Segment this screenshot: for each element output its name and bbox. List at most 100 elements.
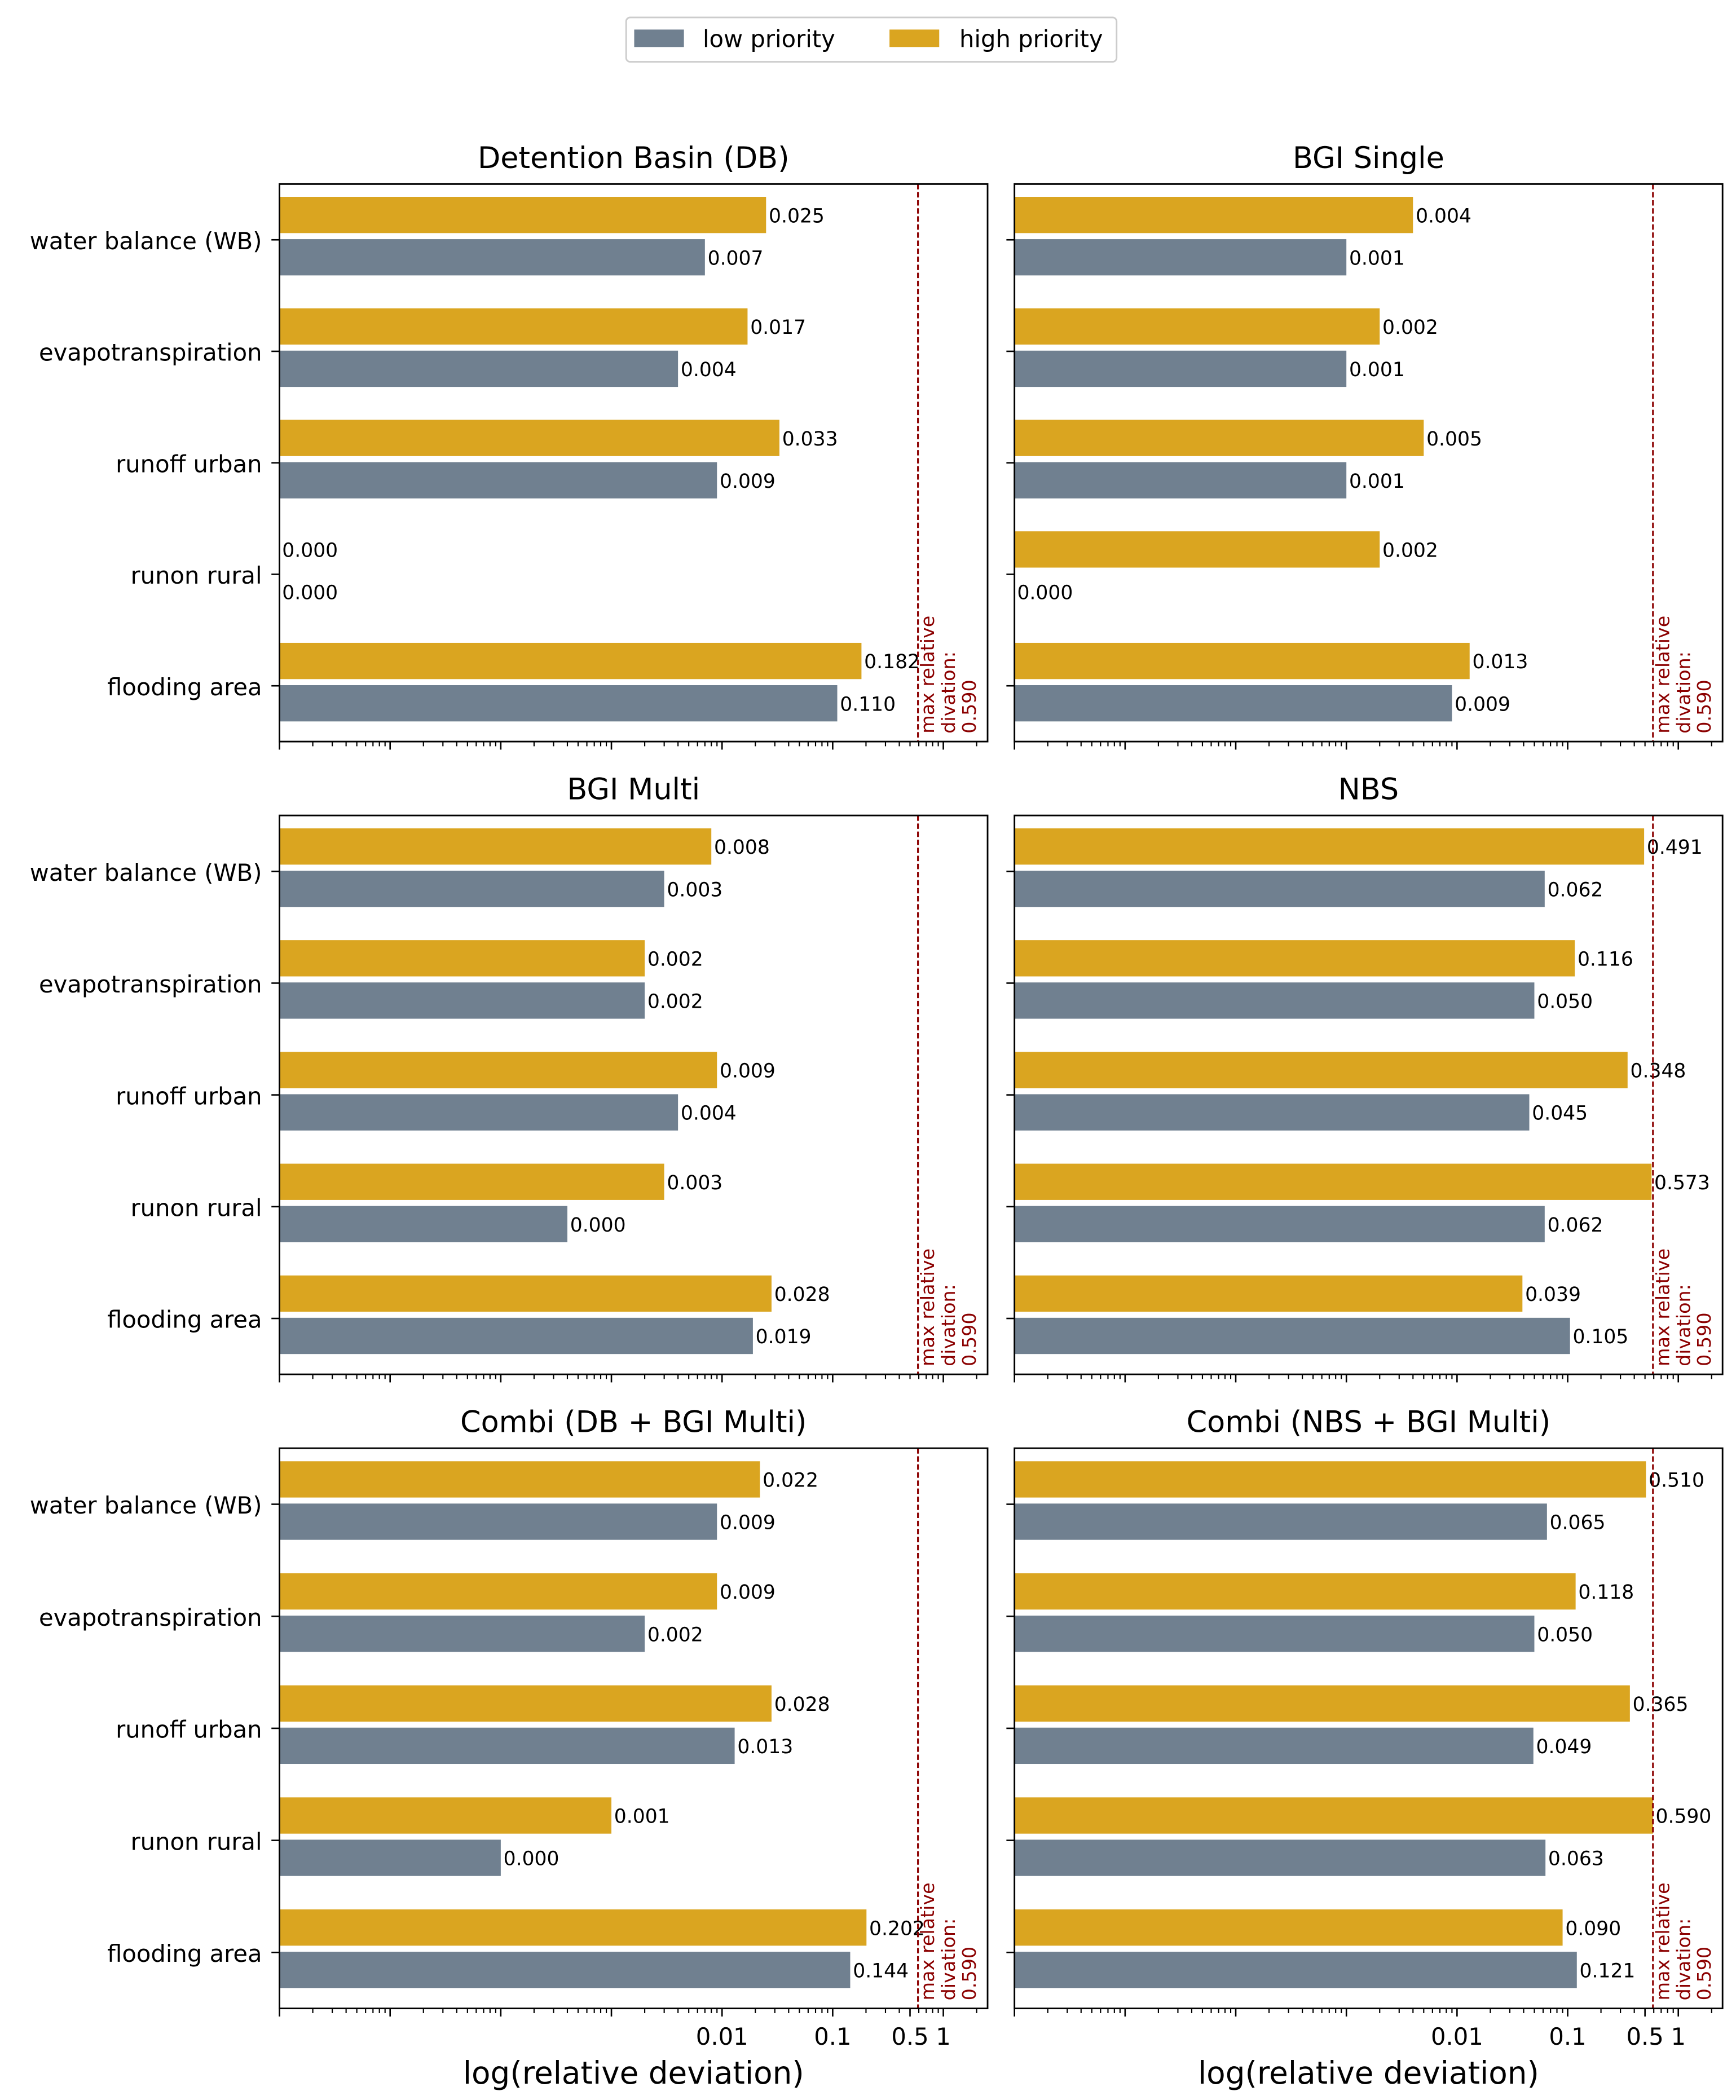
legend-label-high: high priority [959, 25, 1103, 52]
threshold-label-line: max relative [1651, 1248, 1673, 1366]
x-tick-label: 1 [1671, 2023, 1686, 2050]
bar-low [1014, 982, 1535, 1019]
panel-title: BGI Single [1293, 141, 1444, 175]
bar-value-label: 0.005 [1426, 428, 1482, 451]
threshold-label-line: 0.590 [1693, 680, 1715, 733]
bar-high [279, 1275, 772, 1312]
bar-value-label: 0.009 [720, 1060, 776, 1083]
bar-low [279, 685, 838, 722]
bar-value-label: 0.182 [864, 651, 920, 673]
threshold-label: max relativedivation:0.590 [1651, 1882, 1715, 2000]
category-label: flooding area [107, 1940, 262, 1967]
x-tick-label: 0.1 [814, 2023, 851, 2050]
threshold-label: max relativedivation:0.590 [917, 616, 980, 734]
bar-value-label: 0.008 [714, 836, 770, 859]
category-label: runoff urban [116, 1716, 262, 1744]
bar-high [279, 1052, 717, 1088]
x-tick-label: 1 [936, 2023, 951, 2050]
bar-value-label: 0.590 [1656, 1806, 1712, 1828]
bar-value-label: 0.009 [720, 470, 776, 493]
bar-value-label: 0.039 [1525, 1283, 1581, 1306]
bar-value-label: 0.063 [1548, 1848, 1604, 1870]
bar-value-label: 0.001 [1349, 470, 1405, 493]
threshold-label-line: max relative [1651, 1882, 1673, 2000]
threshold-label-line: divation: [1672, 651, 1694, 734]
panel-title: NBS [1338, 773, 1399, 807]
x-tick-label: 0.5 [891, 2023, 928, 2050]
category-label: runon rural [131, 562, 262, 589]
bar-value-label: 0.002 [1382, 539, 1438, 562]
bar-value-label: 0.365 [1633, 1693, 1689, 1716]
threshold-label-line: max relative [917, 616, 939, 734]
category-label: runon rural [131, 1194, 262, 1222]
bar-low [1014, 1503, 1547, 1540]
threshold-label-line: divation: [937, 651, 959, 734]
bar-high [1014, 1909, 1563, 1946]
bar-low [1014, 1616, 1535, 1652]
bar-low [1014, 239, 1347, 276]
bar-value-label: 0.002 [647, 948, 703, 970]
threshold-label-line: divation: [1672, 1918, 1694, 2001]
bar-high [1014, 1685, 1630, 1722]
panel-title: Combi (NBS + BGI Multi) [1187, 1405, 1551, 1440]
bar-high [1014, 1573, 1576, 1610]
bar-high [279, 197, 766, 233]
bar-high [279, 308, 748, 345]
bar-value-label: 0.025 [769, 205, 825, 227]
bar-value-label: 0.144 [853, 1960, 909, 1982]
bar-low [1014, 1839, 1546, 1876]
legend-swatch-high [889, 29, 940, 47]
bar-high [279, 1797, 612, 1834]
category-label: evapotranspiration [39, 339, 262, 367]
bar-low [1014, 1206, 1545, 1242]
threshold-label: max relativedivation:0.590 [917, 1882, 980, 2000]
panel-title: BGI Multi [567, 773, 700, 807]
bar-high [1014, 642, 1470, 680]
threshold-label-line: max relative [917, 1882, 939, 2000]
bar-low [1014, 1094, 1530, 1131]
bar-value-label: 0.000 [282, 582, 338, 605]
bar-value-label: 0.510 [1649, 1470, 1704, 1492]
bar-value-label: 0.000 [1017, 582, 1073, 605]
threshold-label: max relativedivation:0.590 [1651, 616, 1715, 734]
bar-low [279, 350, 678, 387]
x-axis-label: log(relative deviation) [463, 2055, 804, 2091]
threshold-label-line: 0.590 [1693, 1312, 1715, 1366]
threshold-label-line: 0.590 [958, 680, 980, 733]
bar-value-label: 0.045 [1532, 1102, 1588, 1125]
bar-high [1014, 308, 1380, 345]
bar-high [1014, 940, 1575, 977]
panel-5: Combi (DB + BGI Multi) 0.022 0.009 water ba… [30, 1405, 989, 2091]
bar-low [1014, 1317, 1570, 1355]
bar-low [1014, 1952, 1577, 1988]
bar-value-label: 0.121 [1580, 1960, 1636, 1982]
category-label: water balance (WB) [30, 859, 262, 886]
bar-low [1014, 350, 1347, 387]
bar-value-label: 0.009 [720, 1581, 776, 1604]
bar-low [279, 239, 705, 276]
panel-2: BGI Single 0.004 0.001 0.002 0.001 0.005 0.001… [1006, 141, 1724, 750]
bar-value-label: 0.002 [647, 1623, 703, 1646]
bar-value-label: 0.009 [720, 1512, 776, 1534]
bar-value-label: 0.050 [1537, 1623, 1593, 1646]
bar-high [1014, 1461, 1646, 1498]
threshold-label-line: divation: [937, 1284, 959, 1366]
panel-3: BGI Multi 0.008 0.003 water balance (WB) 0.0… [30, 773, 989, 1383]
threshold-label-line: max relative [1651, 616, 1673, 734]
bar-low [279, 982, 645, 1019]
bar-high [279, 828, 712, 865]
bar-high [1014, 1797, 1653, 1834]
threshold-label-line: 0.590 [958, 1947, 980, 2000]
bar-value-label: 0.105 [1572, 1326, 1628, 1348]
bar-value-label: 0.065 [1550, 1512, 1606, 1534]
bar-value-label: 0.002 [1382, 316, 1438, 339]
bar-value-label: 0.017 [750, 316, 806, 339]
bar-value-label: 0.004 [681, 359, 737, 381]
bar-value-label: 0.013 [737, 1736, 793, 1758]
bar-low [1014, 462, 1347, 498]
bar-value-label: 0.009 [1455, 693, 1510, 716]
threshold-label-line: divation: [1672, 1284, 1694, 1366]
bar-value-label: 0.002 [647, 990, 703, 1013]
bar-high [1014, 420, 1424, 456]
